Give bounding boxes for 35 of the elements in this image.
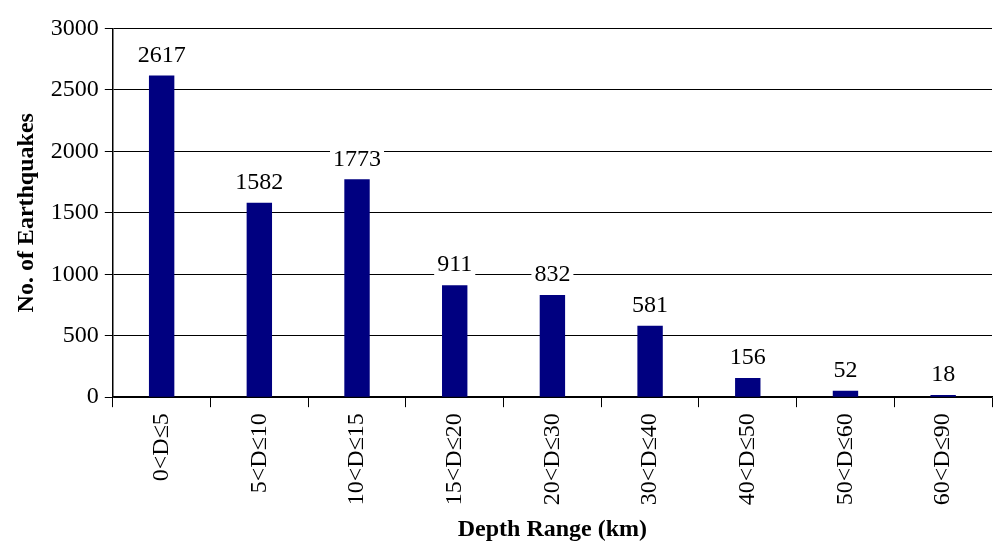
y-tick-label: 3000 (50, 13, 99, 40)
y-axis-title: No. of Earthquakes (11, 113, 38, 313)
data-label: 156 (729, 343, 766, 370)
x-tick-label: 0<D≤5 (146, 413, 173, 482)
x-tick-label: 60<D≤90 (928, 413, 955, 506)
bar (735, 377, 761, 397)
y-tick-label: 2500 (50, 75, 99, 102)
x-tick-label: 40<D≤50 (733, 413, 760, 506)
data-label: 832 (534, 260, 571, 287)
y-tick-label: 2000 (50, 136, 99, 163)
bar (246, 202, 273, 397)
y-tick-label: 500 (62, 321, 99, 347)
bar (637, 325, 663, 397)
data-label: 911 (437, 250, 473, 277)
x-tick-label: 10<D≤15 (342, 413, 369, 506)
x-tick-label: 30<D≤40 (635, 413, 662, 506)
data-label: 581 (632, 291, 669, 318)
bar (344, 179, 370, 397)
x-tick-label: 15<D≤20 (440, 413, 467, 506)
y-tick-label: 1500 (50, 198, 99, 225)
x-tick-label: 5<D≤10 (244, 413, 271, 494)
x-axis-title: Depth Range (km) (457, 514, 648, 541)
bar (442, 285, 468, 397)
bar (539, 294, 566, 397)
data-label: 52 (833, 356, 858, 383)
x-tick-label: 20<D≤30 (537, 413, 564, 506)
bar (832, 390, 859, 397)
data-label: 2617 (137, 40, 186, 67)
y-tick-label: 1000 (50, 259, 99, 286)
y-tick-label: 0 (86, 382, 99, 409)
data-label: 1773 (333, 144, 382, 171)
data-label: 1582 (235, 168, 284, 194)
bar (148, 75, 175, 397)
x-tick-label: 50<D≤60 (830, 413, 857, 506)
data-label: 18 (931, 360, 956, 387)
